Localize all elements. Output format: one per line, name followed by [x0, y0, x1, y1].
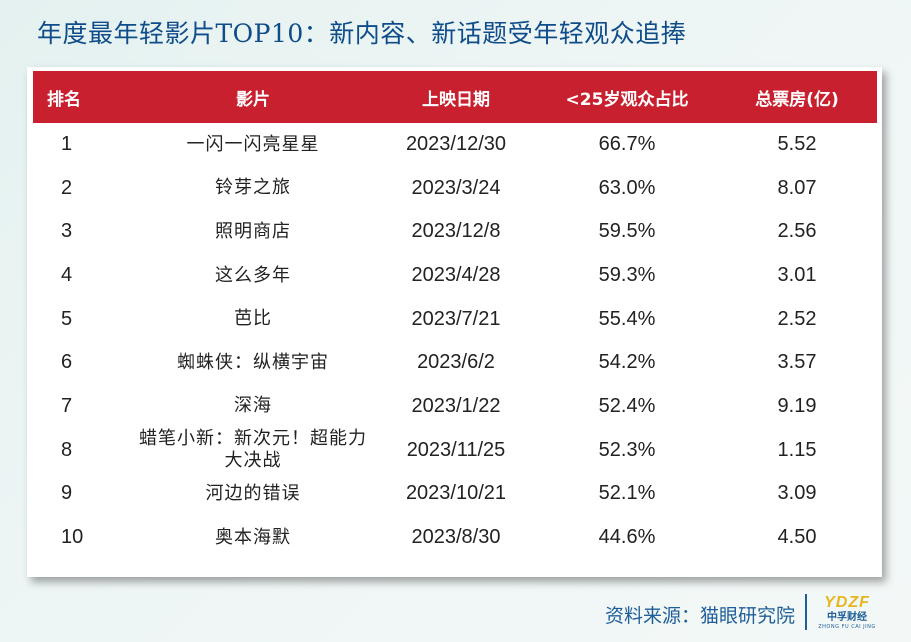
table-header: 排名 影片 上映日期 <25岁观众占比 总票房(亿) [33, 71, 877, 123]
header-rank: 排名 [47, 89, 81, 110]
cell-box-office: 4.50 [777, 526, 817, 549]
cell-box-office: 2.52 [777, 307, 817, 330]
cell-film: 深海 [234, 395, 272, 417]
brand-logo: YDZF 中孚财经 ZHONG FU CAI JING [814, 594, 880, 634]
cell-release-date: 2023/12/30 [405, 133, 507, 156]
cell-young-audience-share: 52.4% [598, 394, 656, 417]
cell-rank: 1 [61, 133, 73, 156]
table-row: 9 河边的错误 2023/10/21 52.1% 3.09 [33, 472, 877, 516]
cell-film: 蜡笔小新：新次元！超能力大决战 [139, 428, 367, 472]
cell-rank: 7 [61, 394, 73, 417]
cell-box-office: 8.07 [777, 176, 817, 199]
cell-box-office: 5.52 [777, 133, 817, 156]
cell-box-office: 3.57 [777, 351, 817, 374]
cell-release-date: 2023/11/25 [406, 438, 506, 461]
cell-young-audience-share: 44.6% [598, 526, 656, 549]
cell-rank: 2 [61, 176, 73, 199]
cell-film: 一闪一闪亮星星 [186, 133, 320, 155]
table-row: 10 奥本海默 2023/8/30 44.6% 4.50 [33, 516, 877, 560]
cell-box-office: 9.19 [777, 394, 817, 417]
ranking-table-card: 排名 影片 上映日期 <25岁观众占比 总票房(亿) 1 一闪一闪亮星星 2023/… [27, 67, 882, 577]
cell-young-audience-share: 63.0% [598, 176, 656, 199]
cell-rank: 3 [61, 220, 73, 243]
table-row: 4 这么多年 2023/4/28 59.3% 3.01 [33, 254, 877, 298]
cell-young-audience-share: 52.3% [598, 438, 656, 461]
header-young-audience-share: <25岁观众占比 [565, 89, 689, 110]
cell-box-office: 2.56 [777, 220, 817, 243]
table-row: 5 芭比 2023/7/21 55.4% 2.52 [33, 297, 877, 341]
cell-box-office: 1.15 [777, 438, 817, 461]
header-box-office: 总票房(亿) [755, 89, 839, 110]
cell-release-date: 2023/3/24 [411, 176, 501, 199]
table-body: 1 一闪一闪亮星星 2023/12/30 66.7% 5.52 2 铃芽之旅 2023/3/2… [33, 123, 877, 559]
ranking-table: 排名 影片 上映日期 <25岁观众占比 总票房(亿) 1 一闪一闪亮星星 2023/… [33, 71, 877, 559]
cell-film: 芭比 [234, 308, 272, 330]
cell-film: 这么多年 [215, 264, 291, 286]
cell-release-date: 2023/8/30 [411, 526, 501, 549]
cell-rank: 9 [61, 482, 73, 505]
cell-box-office: 3.09 [777, 482, 817, 505]
cell-release-date: 2023/10/21 [405, 482, 507, 505]
cell-film: 照明商店 [215, 220, 291, 242]
cell-young-audience-share: 66.7% [598, 133, 656, 156]
cell-film: 蜘蛛侠：纵横宇宙 [177, 351, 329, 373]
logo-name-pinyin: ZHONG FU CAI JING [818, 624, 876, 630]
page-title: 年度最年轻影片TOP10：新内容、新话题受年轻观众追捧 [37, 19, 687, 48]
source-note: 资料来源：猫眼研究院 [604, 605, 795, 627]
cell-rank: 5 [61, 307, 73, 330]
logo-mark: YDZF [824, 594, 870, 611]
cell-release-date: 2023/1/22 [411, 394, 501, 417]
cell-film: 铃芽之旅 [215, 177, 291, 199]
logo-divider [805, 594, 807, 630]
cell-young-audience-share: 52.1% [598, 482, 656, 505]
cell-release-date: 2023/6/2 [417, 351, 495, 374]
cell-rank: 6 [61, 351, 73, 374]
cell-film: 奥本海默 [215, 526, 291, 548]
cell-young-audience-share: 55.4% [598, 307, 656, 330]
cell-film: 河边的错误 [205, 482, 301, 504]
table-row: 8 蜡笔小新：新次元！超能力大决战 2023/11/25 52.3% 1.15 [33, 428, 877, 472]
table-row: 3 照明商店 2023/12/8 59.5% 2.56 [33, 210, 877, 254]
header-release-date: 上映日期 [422, 89, 490, 110]
cell-rank: 8 [61, 438, 73, 461]
table-row: 6 蜘蛛侠：纵横宇宙 2023/6/2 54.2% 3.57 [33, 341, 877, 385]
table-row: 2 铃芽之旅 2023/3/24 63.0% 8.07 [33, 167, 877, 211]
table-row: 1 一闪一闪亮星星 2023/12/30 66.7% 5.52 [33, 123, 877, 167]
header-film: 影片 [236, 89, 270, 110]
logo-name-cn: 中孚财经 [827, 612, 867, 623]
cell-young-audience-share: 59.3% [598, 264, 656, 287]
cell-release-date: 2023/7/21 [411, 307, 501, 330]
cell-young-audience-share: 59.5% [598, 220, 656, 243]
cell-rank: 4 [61, 264, 73, 287]
cell-rank: 10 [61, 526, 84, 549]
cell-box-office: 3.01 [777, 264, 817, 287]
table-header-row: 排名 影片 上映日期 <25岁观众占比 总票房(亿) [33, 71, 877, 123]
cell-young-audience-share: 54.2% [598, 351, 656, 374]
table-row: 7 深海 2023/1/22 52.4% 9.19 [33, 385, 877, 429]
cell-release-date: 2023/4/28 [411, 264, 501, 287]
cell-release-date: 2023/12/8 [411, 220, 501, 243]
